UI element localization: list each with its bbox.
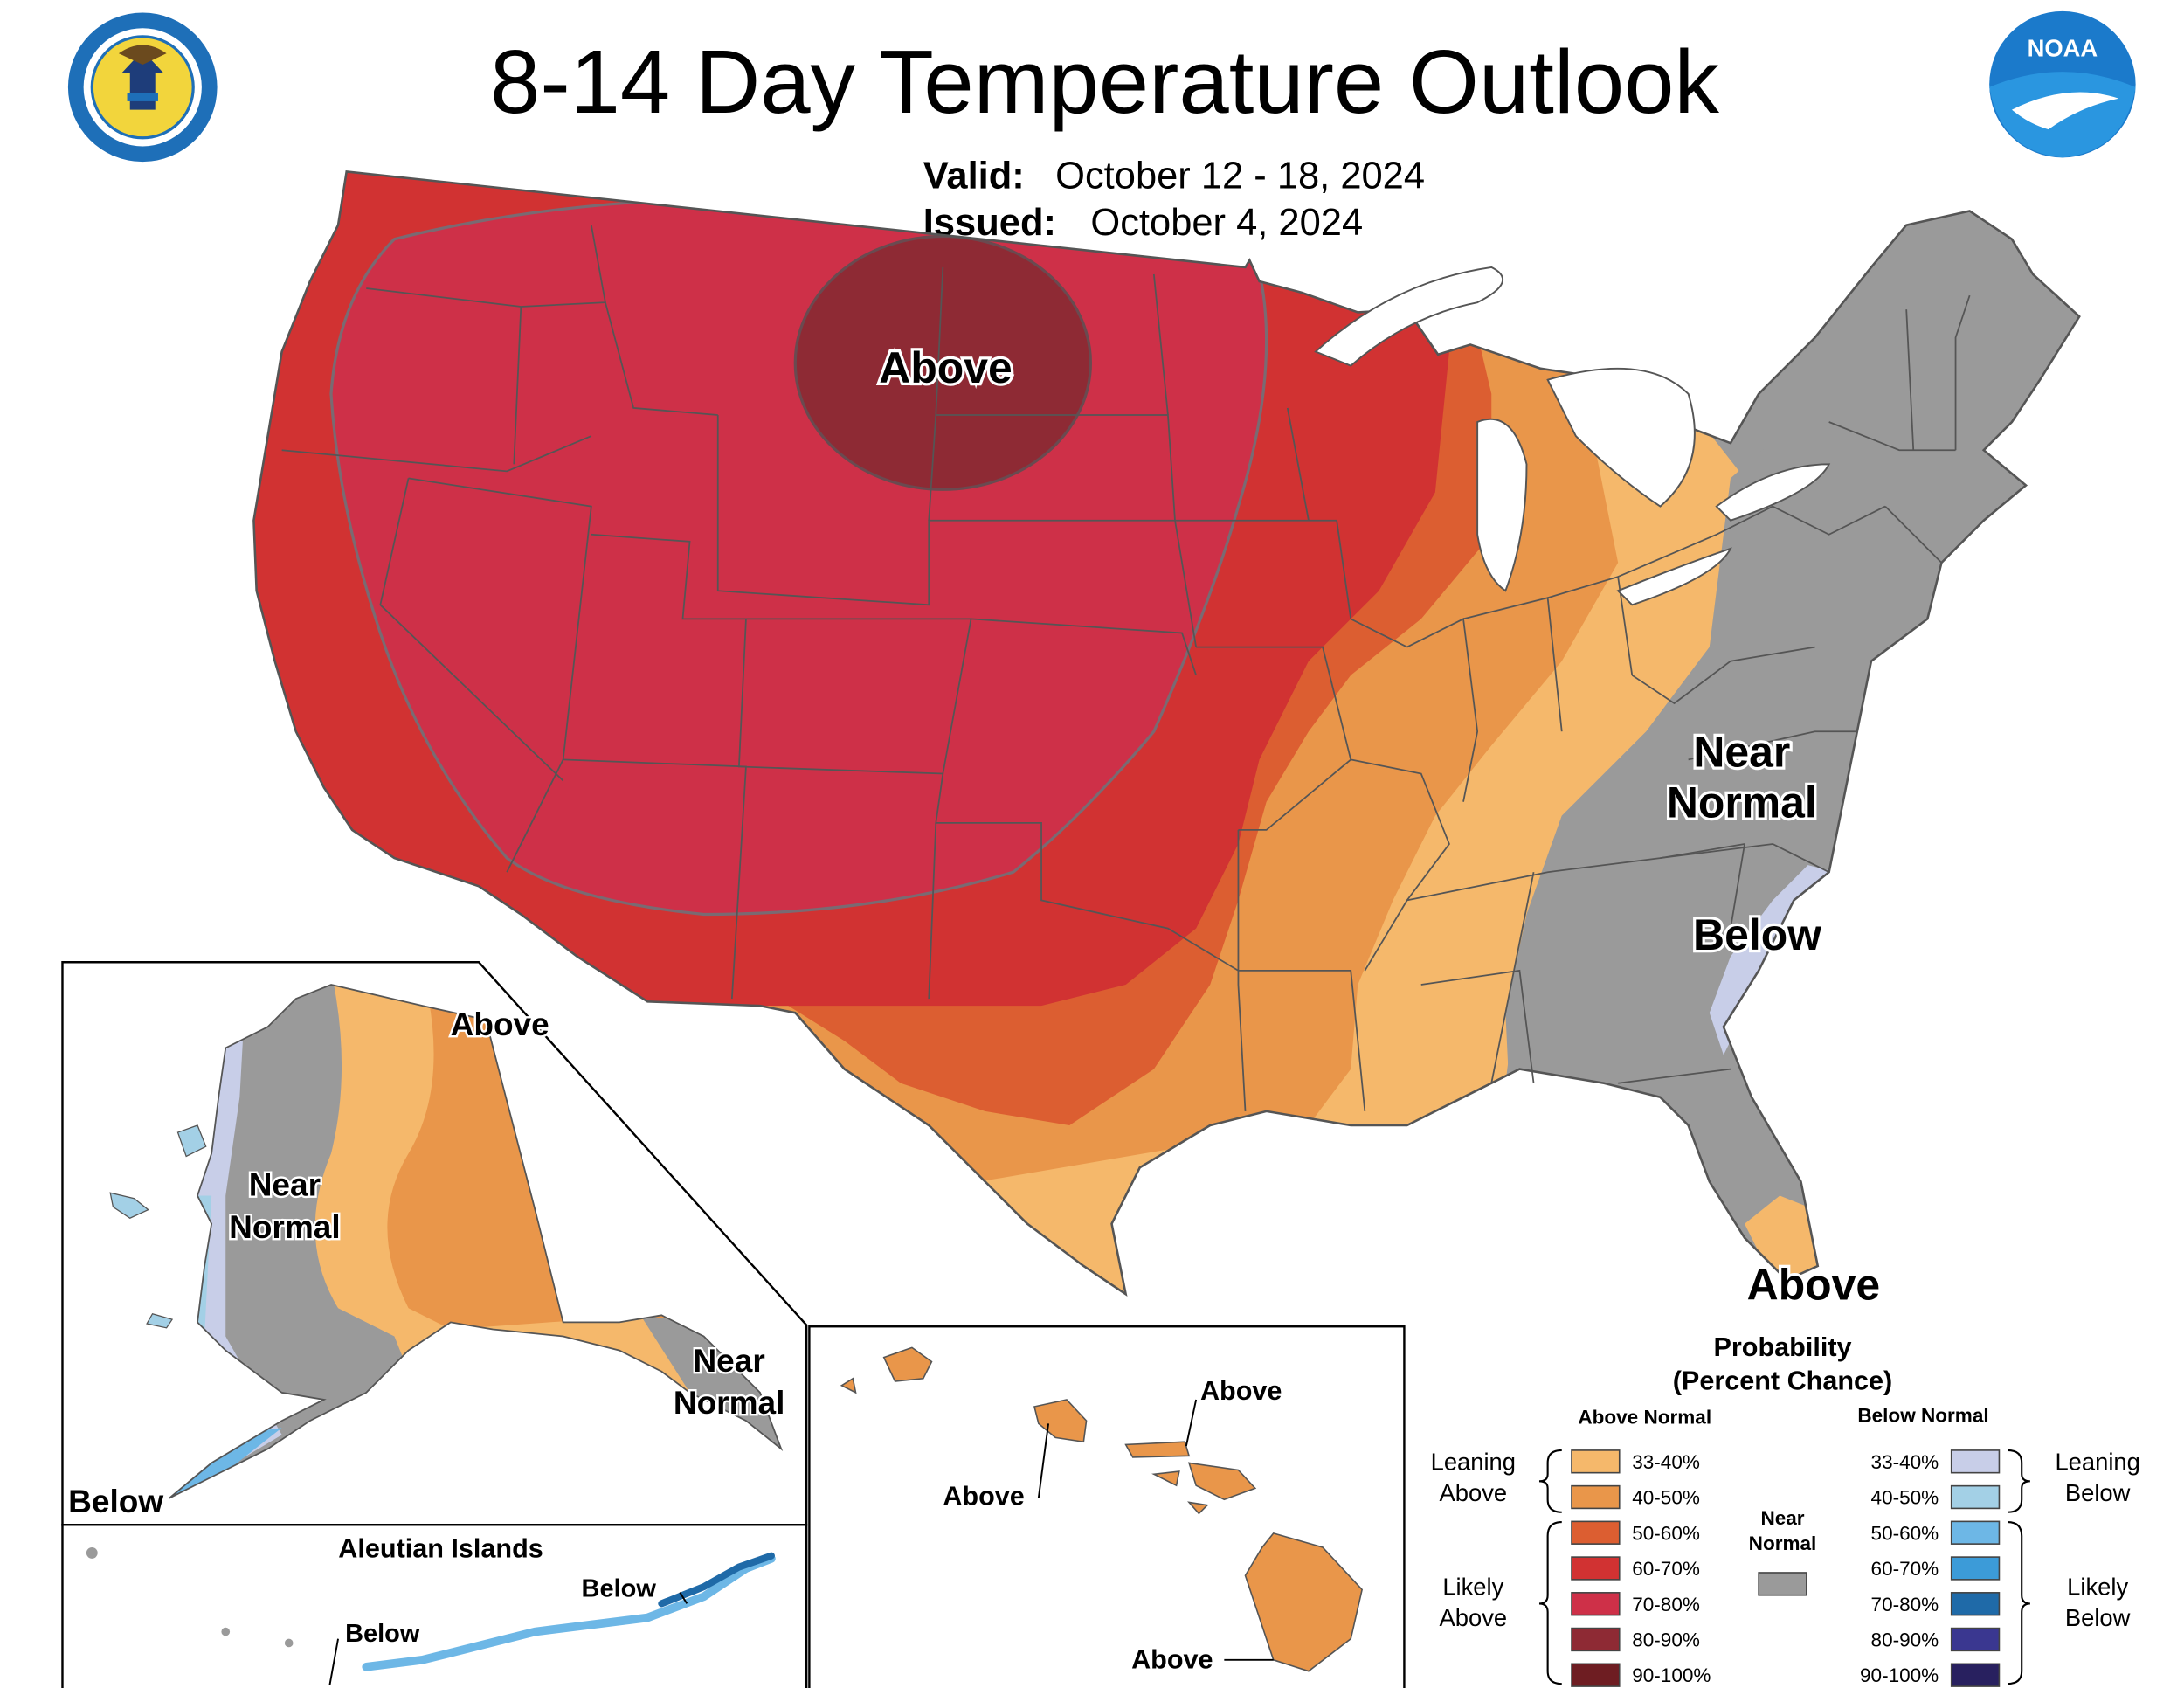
legend-below-header: Below Normal (1857, 1405, 1988, 1427)
legend-leaning-below-2: Below (2065, 1479, 2131, 1506)
legend-leaning-above-1: Leaning (1431, 1448, 1516, 1475)
commerce-seal-icon (67, 12, 218, 163)
aleutian-label-below-west: Below (345, 1620, 420, 1648)
valid-label: Valid: (923, 156, 1025, 197)
legend-below-bin-swatch (1950, 1592, 2001, 1616)
legend-below-bin-label: 70-80% (1871, 1594, 1939, 1615)
ak-label-above: Above (451, 1006, 549, 1042)
legend-above-header: Above Normal (1578, 1406, 1711, 1428)
legend-above-bin-label: 40-50% (1632, 1487, 1700, 1509)
hi-label-above-maui: Above (1200, 1376, 1282, 1406)
hawaii-leader-lines (1037, 1399, 1274, 1661)
legend-leaning-above-2: Above (1440, 1479, 1508, 1506)
conus-state-borders (252, 170, 2081, 1297)
issued-date: October 4, 2024 (1090, 202, 1363, 244)
aleutian-island-chain (86, 1547, 776, 1671)
aleutian-leader-lines (328, 1592, 688, 1685)
hi-label-above-oahu: Above (943, 1482, 1024, 1512)
legend-below-bin-swatch (1950, 1556, 2001, 1581)
legend-below-bin-label: 50-60% (1871, 1522, 1939, 1544)
alaska-outline (169, 984, 784, 1499)
aleutian-labels: Below Below (345, 1574, 656, 1648)
alaska-category-labels: Above Near Normal Near Normal Below (66, 1004, 787, 1522)
legend-above-bin-swatch (1571, 1663, 1621, 1687)
legend-near-normal-swatch (1758, 1572, 1807, 1596)
legend-below-bin-label: 33-40% (1871, 1451, 1939, 1473)
conus-category-labels: Above Near Normal Below Above (876, 341, 1883, 1312)
hi-label-above-big-island: Above (1131, 1644, 1213, 1674)
aleutian-title: Aleutian Islands (338, 1533, 543, 1563)
legend-leaning-below-1: Leaning (2055, 1448, 2139, 1475)
map-title: 8-14 Day Temperature Outlook (490, 31, 1719, 132)
legend-above-bin-label: 90-100% (1632, 1664, 1711, 1686)
legend-above-bin-label: 33-40% (1632, 1451, 1700, 1473)
legend-below-bin-swatch (1950, 1627, 2001, 1652)
legend-below-bin-swatch (1950, 1449, 2001, 1474)
label-near-normal-line2: Normal (1667, 778, 1817, 827)
legend-above-bin-swatch (1571, 1449, 1621, 1474)
hawaii-islands (840, 1346, 1363, 1672)
legend: Probability (Percent Chance) Above Norma… (1431, 1332, 2140, 1687)
label-above-north: Above (879, 343, 1013, 392)
legend-above-bin-swatch (1571, 1520, 1621, 1545)
legend-below-bin-swatch (1950, 1520, 2001, 1545)
legend-title-line1: Probability (1714, 1332, 1852, 1362)
legend-below-bin-label: 80-90% (1871, 1629, 1939, 1651)
label-below-coast: Below (1693, 910, 1821, 959)
legend-above-bin-swatch (1571, 1627, 1621, 1652)
legend-below-bin-swatch (1950, 1663, 2001, 1687)
ak-label-near-line1: Near (249, 1166, 321, 1203)
legend-above-bin-label: 70-80% (1632, 1594, 1700, 1615)
legend-above-bins: 33-40% 40-50% 50-60% 60-70% 70-80% 80-90% 90-1… (1571, 1449, 1711, 1687)
aleutian-label-below-east: Below (582, 1574, 657, 1602)
legend-likely-above-2: Above (1440, 1604, 1508, 1631)
legend-below-bins: 33-40% 40-50% 50-60% 60-70% 70-80% 80-90% 90-1… (1860, 1449, 2001, 1687)
noaa-logo-text: NOAA (2028, 34, 2098, 61)
ak-label-near-line2: Normal (229, 1208, 341, 1245)
legend-below-bin-label: 40-50% (1871, 1487, 1939, 1509)
hawaii-category-labels: Above Above Above (943, 1376, 1282, 1675)
great-lakes (1314, 266, 1831, 606)
legend-near-line1: Near (1760, 1507, 1804, 1529)
legend-below-bin-label: 90-100% (1860, 1664, 1939, 1686)
label-near-normal-line1: Near (1693, 727, 1790, 776)
legend-above-bin-label: 50-60% (1632, 1522, 1700, 1544)
ak-label-below: Below (68, 1483, 163, 1519)
legend-likely-below-1: Likely (2067, 1574, 2128, 1601)
legend-above-bin-swatch (1571, 1592, 1621, 1616)
ak-label-se-near-line1: Near (693, 1342, 764, 1379)
legend-title-line2: (Percent Chance) (1673, 1366, 1893, 1396)
label-above-florida: Above (1747, 1261, 1881, 1310)
legend-above-bin-swatch (1571, 1484, 1621, 1510)
legend-likely-above-1: Likely (1442, 1574, 1503, 1601)
legend-below-bin-swatch (1950, 1484, 2001, 1510)
legend-above-bin-swatch (1571, 1556, 1621, 1581)
alaska-islands (109, 1124, 207, 1329)
legend-above-bin-label: 60-70% (1632, 1558, 1700, 1580)
legend-below-bin-label: 60-70% (1871, 1558, 1939, 1580)
noaa-logo-icon: NOAA (1989, 10, 2136, 158)
legend-near-line2: Normal (1749, 1532, 1817, 1554)
valid-date: October 12 - 18, 2024 (1055, 156, 1425, 197)
ak-label-se-near-line2: Normal (674, 1384, 785, 1421)
legend-likely-below-2: Below (2065, 1604, 2131, 1631)
legend-above-bin-label: 80-90% (1632, 1629, 1700, 1651)
legend-group-labels: Leaning Above Likely Above Leaning Below… (1431, 1448, 2140, 1631)
